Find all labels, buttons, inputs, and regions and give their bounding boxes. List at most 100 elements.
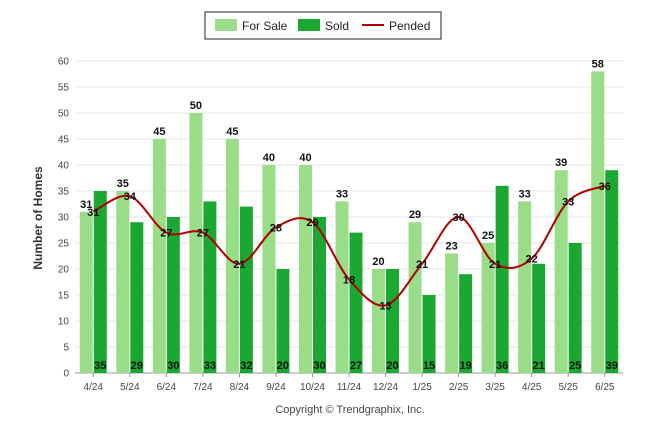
label-for-sale-5/25: 39 — [555, 157, 567, 169]
bar-for-sale-6/24 — [152, 139, 166, 373]
bar-sold-9/24 — [276, 269, 290, 373]
bar-for-sale-2/25 — [445, 253, 459, 373]
label-for-sale-6/25: 58 — [592, 58, 604, 70]
label-sold-10/24: 30 — [313, 360, 325, 372]
bar-for-sale-4/25 — [518, 201, 532, 373]
bar-sold-6/25 — [605, 170, 619, 373]
legend: For Sale Sold Pended — [204, 11, 442, 40]
label-sold-12/24: 20 — [386, 360, 398, 372]
bar-for-sale-8/24 — [225, 139, 239, 373]
x-tick-label-4/24: 4/24 — [84, 382, 104, 393]
bar-for-sale-5/24 — [116, 191, 130, 373]
label-for-sale-4/24: 31 — [80, 199, 92, 211]
y-axis-ticks: 0 5 10 15 20 25 30 35 40 45 50 55 60 — [58, 57, 70, 380]
label-for-sale-12/24: 20 — [372, 256, 384, 268]
pended-line — [92, 184, 606, 307]
y-tick-label-25: 25 — [58, 239, 70, 250]
data-labels: 31 35 35 29 45 30 50 33 45 32 40 20 40 30 33 27 20 20 29 15… — [80, 58, 618, 372]
bar-for-sale-10/24 — [298, 165, 312, 373]
label-pended-5/25: 33 — [562, 196, 574, 208]
bar-sold-5/25 — [568, 243, 582, 373]
bar-sold-11/24 — [349, 232, 363, 373]
y-axis-label: Number of Homes — [31, 166, 45, 270]
label-sold-7/24: 33 — [204, 360, 216, 372]
label-pended-3/25: 21 — [489, 259, 501, 271]
label-pended-6/24: 27 — [160, 228, 172, 240]
copyright-text: Copyright © Trendgraphix, Inc. — [275, 404, 424, 416]
bar-for-sale-3/25 — [481, 243, 495, 373]
bar-for-sale-12/24 — [372, 269, 386, 373]
label-for-sale-4/25: 33 — [519, 188, 531, 200]
label-pended-7/24: 27 — [197, 228, 209, 240]
label-pended-9/24: 28 — [270, 222, 282, 234]
x-tick-label-8/24: 8/24 — [230, 382, 250, 393]
x-tick-label-9/24: 9/24 — [266, 382, 286, 393]
bar-for-sale-9/24 — [262, 165, 276, 373]
x-tick-label-7/24: 7/24 — [193, 382, 213, 393]
x-tick-label-6/24: 6/24 — [157, 382, 177, 393]
label-for-sale-5/24: 35 — [117, 178, 129, 190]
bar-for-sale-1/25 — [408, 222, 422, 373]
x-tick-label-4/25: 4/25 — [522, 382, 542, 393]
label-for-sale-2/25: 23 — [445, 240, 457, 252]
x-tick-label-6/25: 6/25 — [595, 382, 615, 393]
bar-sold-8/24 — [239, 206, 253, 373]
label-sold-5/24: 29 — [131, 360, 143, 372]
bar-sold-7/24 — [203, 201, 217, 373]
label-for-sale-11/24: 33 — [336, 188, 348, 200]
label-sold-3/25: 36 — [496, 360, 508, 372]
y-tick-label-20: 20 — [58, 265, 70, 276]
x-tick-label-12/24: 12/24 — [373, 382, 398, 393]
bar-sold-12/24 — [386, 269, 400, 373]
label-for-sale-6/24: 45 — [153, 126, 165, 138]
bar-sold-3/25 — [495, 185, 509, 373]
x-axis-ticks: 4/24 5/24 6/24 7/24 8/24 9/24 10/24 11/24 12/24 1… — [84, 373, 615, 393]
x-tick-label-5/24: 5/24 — [120, 382, 140, 393]
y-tick-label-5: 5 — [63, 343, 69, 354]
y-tick-label-55: 55 — [58, 83, 70, 94]
legend-label-for-sale: For Sale — [242, 19, 288, 33]
bar-sold-10/24 — [312, 217, 326, 373]
bar-for-sale-5/25 — [554, 170, 568, 373]
label-sold-1/25: 15 — [423, 360, 435, 372]
label-for-sale-8/24: 45 — [226, 126, 238, 138]
bar-for-sale-11/24 — [335, 201, 349, 373]
pended-line-layer — [92, 184, 606, 307]
bar-sold-2/25 — [459, 274, 473, 373]
bar-for-sale-6/25 — [591, 71, 605, 374]
bars — [79, 71, 619, 374]
bar-sold-4/25 — [532, 263, 546, 373]
label-pended-10/24: 29 — [306, 217, 318, 229]
label-sold-6/24: 30 — [167, 360, 179, 372]
x-tick-label-11/24: 11/24 — [337, 382, 362, 393]
label-sold-9/24: 20 — [277, 360, 289, 372]
bar-sold-6/24 — [166, 217, 180, 373]
label-pended-12/24: 13 — [379, 300, 391, 312]
label-for-sale-7/24: 50 — [190, 100, 202, 112]
y-tick-label-50: 50 — [58, 109, 70, 120]
y-tick-label-45: 45 — [58, 135, 70, 146]
label-for-sale-9/24: 40 — [263, 152, 275, 164]
label-sold-8/24: 32 — [240, 360, 252, 372]
y-tick-label-0: 0 — [63, 369, 69, 380]
legend-box — [204, 11, 442, 40]
label-sold-4/24: 35 — [94, 360, 106, 372]
label-pended-6/25: 36 — [599, 181, 611, 193]
label-sold-2/25: 19 — [459, 360, 471, 372]
label-pended-5/24: 34 — [124, 191, 137, 203]
x-tick-label-3/25: 3/25 — [485, 382, 505, 393]
label-pended-1/25: 21 — [416, 259, 428, 271]
legend-swatch-sold — [298, 19, 320, 31]
label-sold-6/25: 39 — [606, 360, 618, 372]
bar-sold-4/24 — [93, 191, 107, 373]
y-tick-label-30: 30 — [58, 213, 70, 224]
y-tick-label-35: 35 — [58, 187, 70, 198]
x-tick-label-5/25: 5/25 — [558, 382, 578, 393]
label-for-sale-3/25: 25 — [482, 230, 494, 242]
x-tick-label-10/24: 10/24 — [300, 382, 325, 393]
label-pended-4/24: 31 — [87, 207, 99, 219]
label-pended-8/24: 21 — [233, 259, 245, 271]
x-tick-label-1/25: 1/25 — [412, 382, 432, 393]
legend-label-sold: Sold — [325, 19, 349, 33]
y-tick-label-40: 40 — [58, 161, 70, 172]
